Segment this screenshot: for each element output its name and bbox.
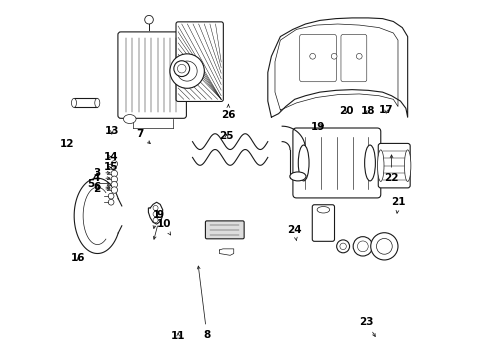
Circle shape <box>339 243 346 249</box>
Bar <box>74 98 97 107</box>
Text: 13: 13 <box>104 126 119 136</box>
Text: 18: 18 <box>360 107 375 117</box>
Text: 1: 1 <box>153 211 160 229</box>
Text: 20: 20 <box>339 107 353 117</box>
Circle shape <box>111 187 117 193</box>
FancyBboxPatch shape <box>312 205 334 241</box>
Ellipse shape <box>298 145 308 181</box>
FancyBboxPatch shape <box>205 221 244 239</box>
Circle shape <box>108 193 114 199</box>
FancyBboxPatch shape <box>299 35 336 82</box>
Circle shape <box>108 199 114 205</box>
Text: 16: 16 <box>71 253 85 263</box>
Circle shape <box>111 170 117 177</box>
Text: 9: 9 <box>153 211 163 239</box>
Ellipse shape <box>123 114 136 123</box>
Ellipse shape <box>71 98 76 107</box>
Circle shape <box>169 54 204 88</box>
Text: 11: 11 <box>171 331 185 341</box>
Circle shape <box>336 240 349 253</box>
Text: 22: 22 <box>384 155 398 183</box>
Circle shape <box>370 233 397 260</box>
Text: 19: 19 <box>310 122 325 132</box>
Circle shape <box>356 53 362 59</box>
FancyBboxPatch shape <box>292 128 380 198</box>
Text: 8: 8 <box>197 266 210 339</box>
Circle shape <box>111 161 117 167</box>
Text: 10: 10 <box>156 220 171 235</box>
Circle shape <box>177 64 185 73</box>
Circle shape <box>376 238 391 254</box>
Circle shape <box>111 176 117 183</box>
Text: 21: 21 <box>391 197 405 213</box>
Text: 6: 6 <box>93 182 110 192</box>
Circle shape <box>309 53 315 59</box>
Ellipse shape <box>317 207 329 213</box>
Ellipse shape <box>364 145 375 181</box>
Circle shape <box>352 237 372 256</box>
Circle shape <box>153 218 158 223</box>
Circle shape <box>174 61 189 77</box>
FancyBboxPatch shape <box>378 143 409 188</box>
Circle shape <box>111 181 117 188</box>
Circle shape <box>330 53 336 59</box>
Circle shape <box>153 212 158 217</box>
FancyBboxPatch shape <box>118 32 186 118</box>
Circle shape <box>144 15 153 24</box>
Text: 23: 23 <box>359 317 374 337</box>
Text: 3: 3 <box>93 168 110 178</box>
Text: 4: 4 <box>93 173 110 183</box>
FancyBboxPatch shape <box>176 22 223 102</box>
Ellipse shape <box>377 150 383 181</box>
Text: 7: 7 <box>136 130 150 144</box>
Ellipse shape <box>95 98 100 107</box>
Text: 17: 17 <box>378 105 393 115</box>
Ellipse shape <box>404 150 410 181</box>
Circle shape <box>357 241 367 252</box>
Text: 15: 15 <box>104 162 118 172</box>
Text: 26: 26 <box>221 104 235 120</box>
Circle shape <box>153 206 158 211</box>
Text: 14: 14 <box>104 152 118 162</box>
Circle shape <box>177 61 197 81</box>
Text: 5: 5 <box>87 179 110 189</box>
FancyBboxPatch shape <box>340 35 366 82</box>
Text: 24: 24 <box>286 225 301 241</box>
Ellipse shape <box>289 172 305 181</box>
Text: 2: 2 <box>93 184 110 194</box>
Text: 12: 12 <box>60 139 74 149</box>
Text: 25: 25 <box>219 131 233 140</box>
